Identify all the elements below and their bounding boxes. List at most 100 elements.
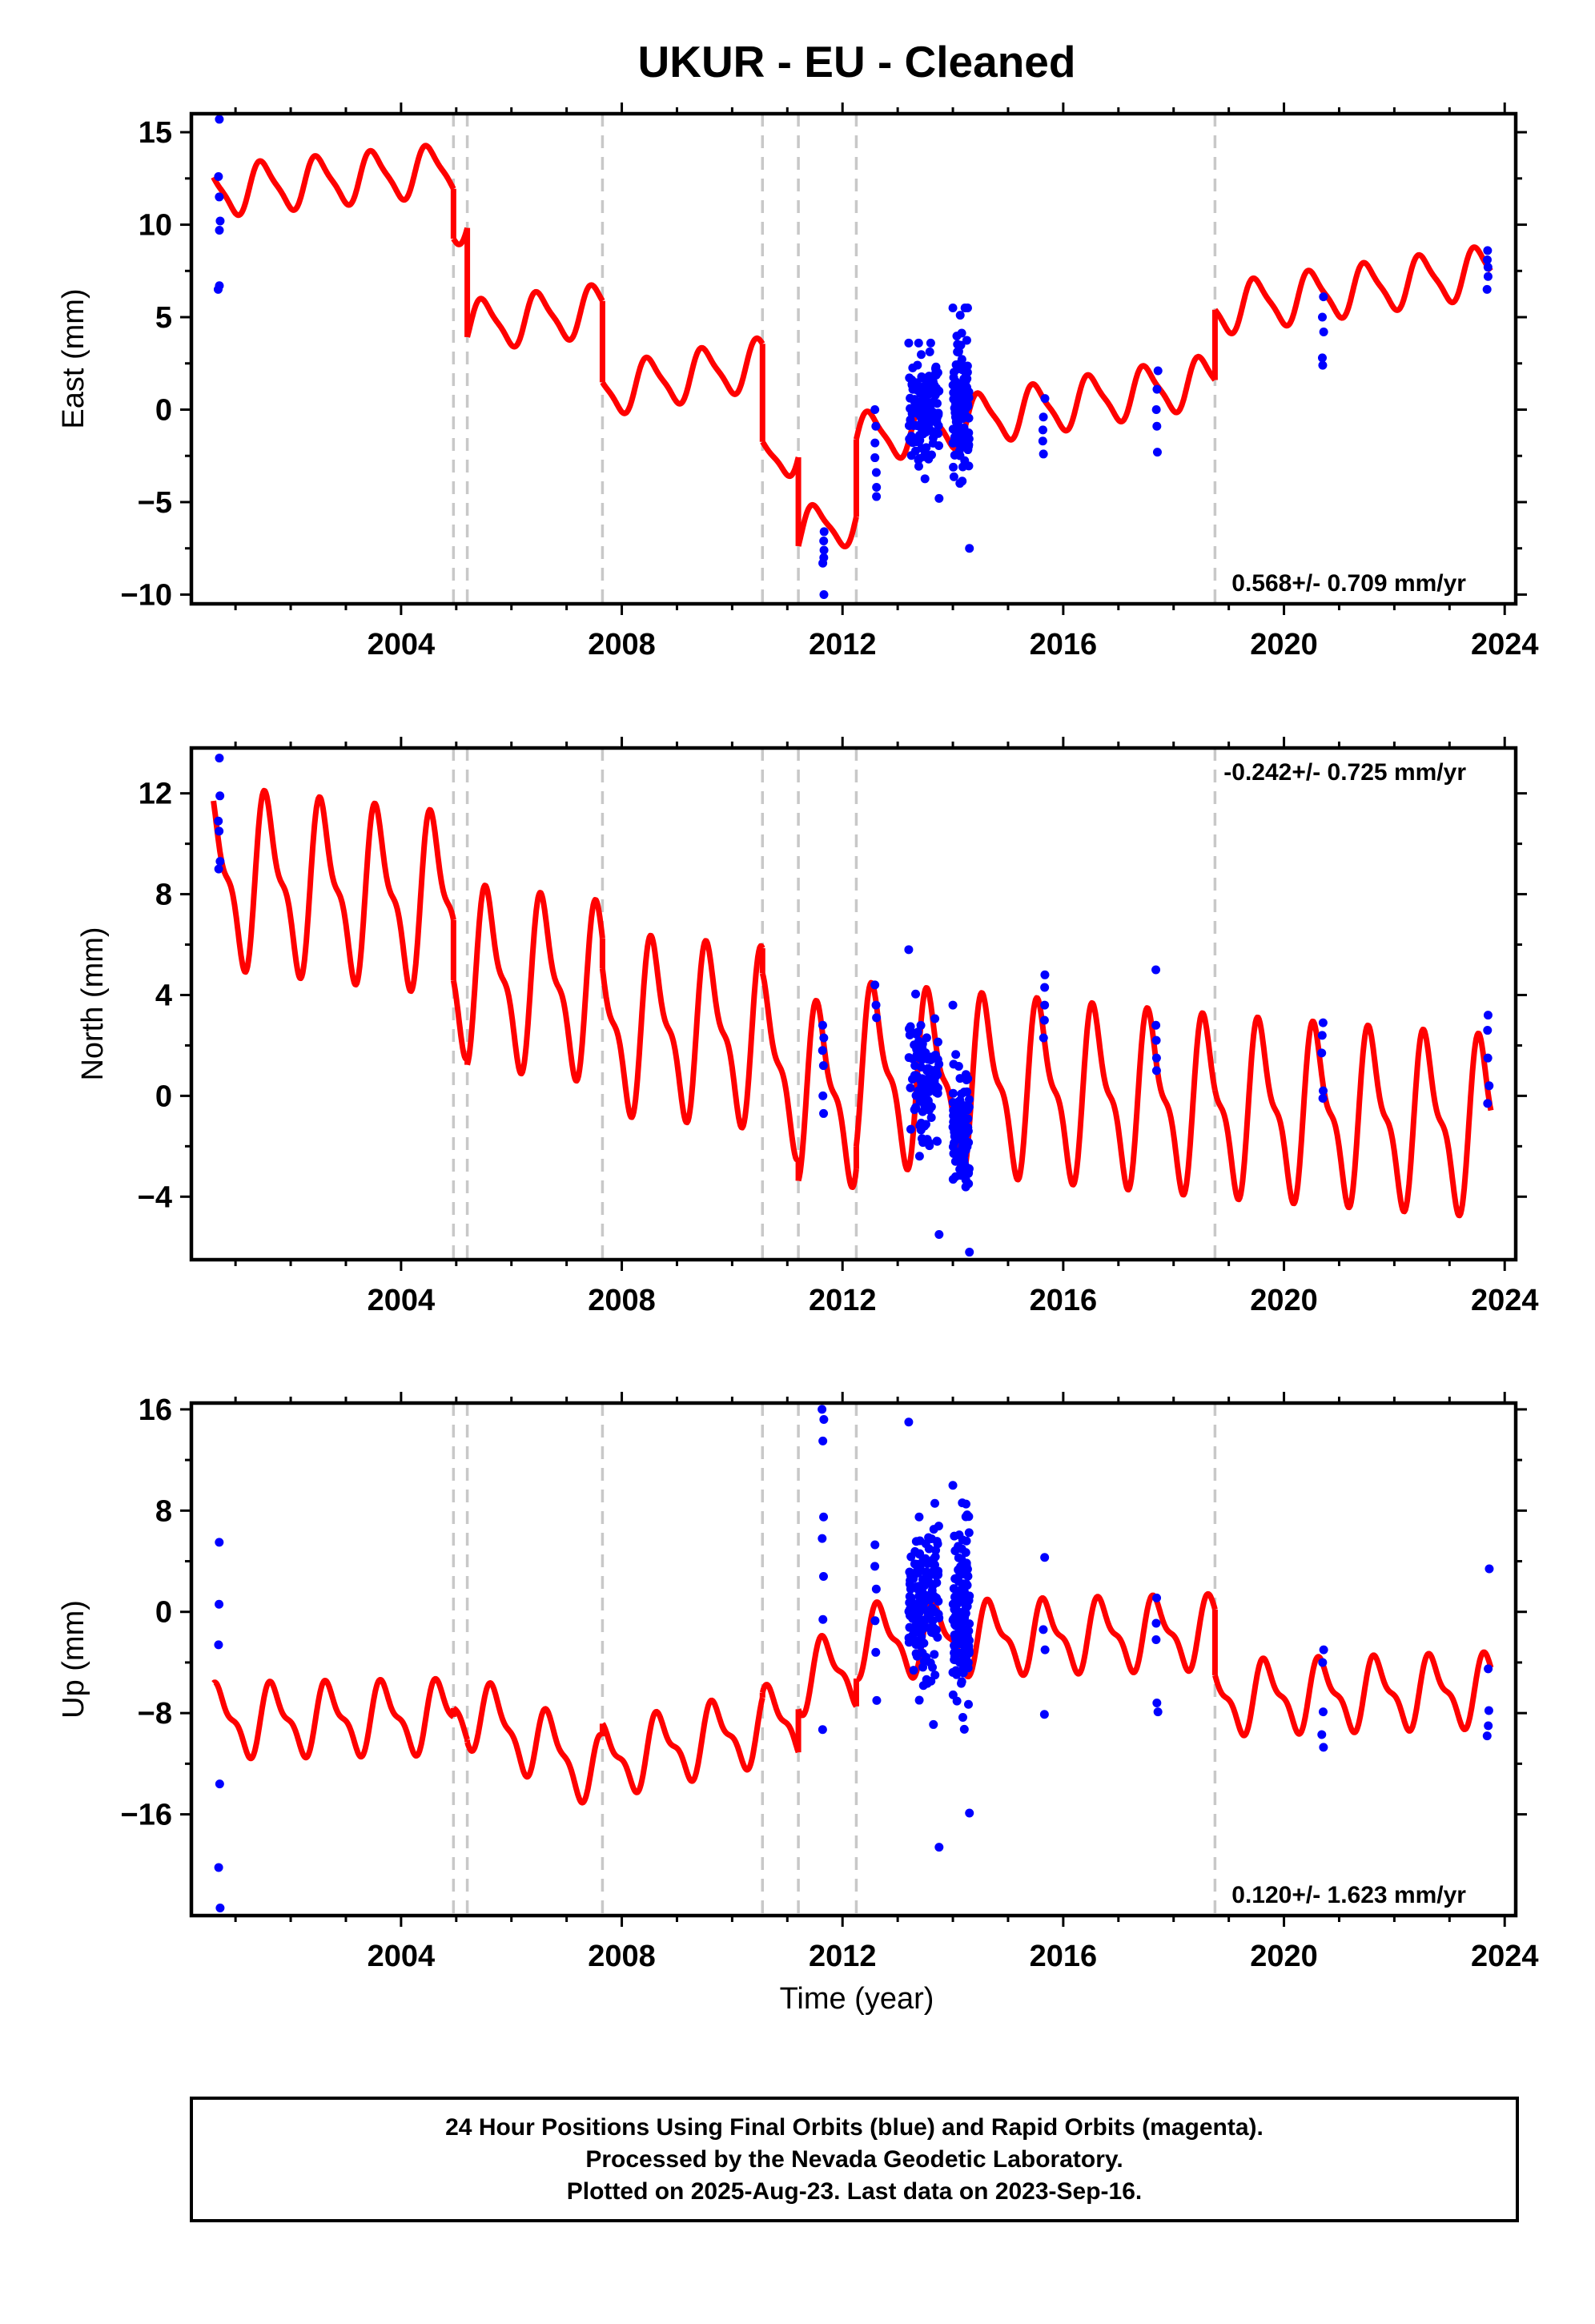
x-tick-label: 2024 (1471, 628, 1539, 661)
data-point (914, 1512, 924, 1522)
model-segment (1211, 1014, 1494, 1219)
data-point (962, 1087, 972, 1096)
x-tick-label: 2024 (1471, 1940, 1539, 1973)
data-point (819, 1033, 829, 1043)
data-point (932, 1136, 942, 1146)
data-point (1039, 1625, 1048, 1634)
data-point (912, 1599, 922, 1609)
data-point (909, 1666, 918, 1675)
data-point (215, 1904, 225, 1913)
data-point (819, 589, 829, 599)
y-axis-label: East (mm) (57, 288, 90, 428)
data-point (962, 429, 972, 439)
data-point (958, 462, 967, 472)
data-point (913, 1584, 922, 1594)
data-point (950, 1648, 959, 1658)
data-point (958, 1167, 968, 1176)
x-tick-label: 2016 (1030, 628, 1098, 661)
data-point (929, 1554, 938, 1564)
data-point (1152, 421, 1162, 431)
data-point (908, 1075, 918, 1084)
data-point (958, 1713, 967, 1723)
data-point (1318, 1707, 1328, 1717)
data-point (906, 432, 916, 441)
data-point (958, 1105, 968, 1115)
data-point (962, 361, 972, 371)
data-point (949, 372, 958, 382)
up-panel: 2004 2008 2012 2016 2020 2024 −16 −8 0 8 16 Up (mm)… (57, 1392, 1538, 1973)
data-point (948, 424, 958, 434)
data-point (961, 1609, 970, 1618)
data-point (906, 1636, 916, 1646)
data-point (948, 1088, 958, 1098)
data-point (1318, 360, 1328, 370)
data-point (930, 1606, 940, 1616)
plot-frame (189, 1401, 1518, 1918)
model-segment (600, 1697, 765, 1795)
y-tick-label: 15 (139, 116, 172, 150)
data-point (1152, 448, 1162, 457)
data-point (818, 1725, 827, 1735)
data-point (932, 1537, 942, 1546)
data-point (949, 462, 958, 472)
y-tick-label: 10 (139, 209, 172, 243)
data-point (964, 1644, 974, 1654)
y-tick-label: 12 (139, 778, 172, 811)
data-point (959, 1724, 969, 1734)
footer-box (190, 2097, 1519, 2222)
data-point (925, 1595, 934, 1605)
data-point (1482, 255, 1492, 264)
model-segment (795, 501, 859, 549)
data-point (1039, 1033, 1048, 1043)
data-point (962, 382, 971, 392)
data-point (1319, 328, 1328, 337)
data-point (870, 438, 880, 448)
model-segment (760, 440, 802, 480)
data-point (818, 1020, 827, 1030)
data-point (215, 1779, 224, 1789)
data-point (915, 1121, 925, 1131)
data-point (952, 1639, 962, 1649)
data-point (1318, 1018, 1328, 1027)
data-point (957, 1677, 966, 1687)
data-point (934, 1843, 944, 1852)
data-point (956, 401, 966, 411)
data-point (931, 1546, 941, 1555)
data-point (920, 474, 930, 484)
data-point (926, 338, 935, 348)
data-point (931, 1087, 941, 1096)
model-segment (464, 282, 605, 350)
data-point (870, 1616, 880, 1626)
data-point (916, 1063, 926, 1072)
data-point (928, 433, 938, 443)
data-point (819, 545, 829, 555)
data-point (964, 1596, 974, 1606)
data-point (934, 493, 944, 503)
data-point (958, 437, 967, 447)
data-point (958, 1498, 967, 1508)
data-point (948, 1175, 958, 1184)
data-point (948, 303, 958, 312)
x-tick-label: 2024 (1471, 1284, 1539, 1317)
data-point (1485, 1564, 1494, 1574)
y-tick-label: −8 (138, 1697, 172, 1731)
data-point (215, 192, 224, 202)
data-point (949, 472, 958, 481)
data-point (934, 1522, 943, 1531)
data-point (952, 1670, 962, 1679)
data-point (920, 401, 930, 411)
data-point (818, 558, 828, 568)
plot-frame (189, 111, 1518, 606)
y-tick-label: −16 (121, 1799, 172, 1832)
data-point (1483, 246, 1493, 255)
velocity-label: 0.120+/- 1.623 mm/yr (1231, 1882, 1466, 1908)
data-point (924, 372, 934, 381)
data-point (918, 426, 927, 436)
data-point (870, 1540, 880, 1550)
data-point (950, 1546, 960, 1556)
data-point (1319, 1743, 1328, 1752)
data-point (872, 1013, 882, 1023)
data-point (950, 1531, 959, 1541)
y-axis-label: Up (mm) (57, 1600, 90, 1719)
